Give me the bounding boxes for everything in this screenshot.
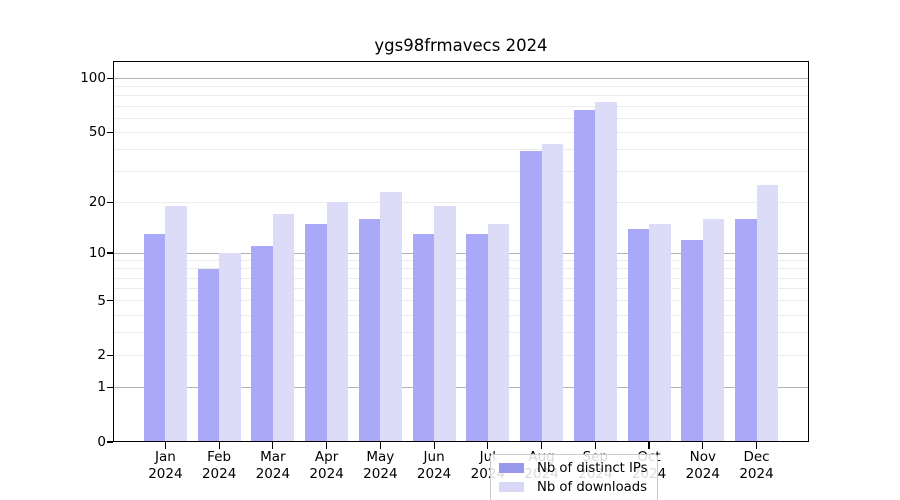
bar-downloads-dec — [756, 185, 779, 442]
x-tick-label-dec: Dec 2024 — [725, 449, 789, 483]
bar-distinct-ips-apr — [305, 223, 327, 442]
gridline-1 — [113, 386, 809, 388]
y-tick-label-2: 2 — [97, 347, 106, 364]
x-tick-label-jan: Jan 2024 — [133, 449, 197, 483]
x-tickmark-sep — [594, 442, 596, 449]
x-tickmark-dec — [755, 442, 758, 449]
x-tick-year-mar: 2024 — [255, 466, 291, 482]
bar-distinct-ips-mar — [251, 246, 273, 442]
x-tick-label-nov: Nov 2024 — [671, 449, 735, 483]
bar-downloads-nov — [702, 218, 725, 442]
x-tick-label-feb: Feb 2024 — [187, 449, 251, 483]
x-tickmark-mar — [272, 442, 274, 449]
y-tick-label-100: 100 — [80, 70, 106, 87]
gridline-7 — [113, 277, 809, 279]
x-tick-year-jun: 2024 — [416, 466, 452, 482]
y-tick-label-5: 5 — [97, 292, 106, 309]
bar-distinct-ips-aug — [520, 151, 542, 442]
gridline-20 — [113, 201, 809, 203]
y-tick-label-1: 1 — [97, 379, 106, 396]
y-tickmark-10 — [106, 252, 113, 254]
x-tick-year-jan: 2024 — [148, 466, 183, 482]
legend-label-distinct-ips: Nb of distinct IPs — [537, 460, 648, 476]
legend-item-downloads: Nb of downloads — [499, 479, 648, 495]
legend-item-distinct-ips: Nb of distinct IPs — [499, 460, 648, 476]
x-tickmark-aug — [540, 442, 543, 449]
gridline-3 — [113, 332, 809, 334]
y-tick-label-50: 50 — [88, 124, 106, 141]
bar-downloads-feb — [219, 253, 241, 442]
plot-area: Nb of distinct IPs Nb of downloads — [113, 61, 809, 500]
bar-downloads-jul — [487, 223, 510, 442]
bar-distinct-ips-feb — [197, 268, 220, 442]
legend: Nb of distinct IPs Nb of downloads — [490, 454, 658, 500]
x-tick-label-may: May 2024 — [348, 449, 412, 483]
x-tickmark-may — [379, 442, 381, 449]
y-tickmark-2 — [106, 354, 113, 357]
bar-downloads-jun — [434, 206, 456, 442]
bar-distinct-ips-sep — [573, 109, 596, 442]
bar-downloads-aug — [541, 143, 564, 442]
x-tickmark-feb — [218, 442, 220, 449]
legend-swatch-downloads — [499, 481, 524, 493]
bar-downloads-jan — [165, 206, 187, 442]
legend-swatch-distinct-ips — [499, 462, 524, 474]
x-tick-year-nov: 2024 — [685, 466, 720, 482]
bar-distinct-ips-dec — [735, 218, 757, 442]
gridline-80 — [113, 95, 809, 97]
bar-downloads-may — [380, 191, 402, 442]
x-tickmark-jul — [487, 442, 489, 449]
y-tick-label-0: 0 — [97, 434, 106, 450]
y-tickmark-0 — [106, 441, 113, 443]
x-tick-label-apr: Apr 2024 — [295, 449, 359, 483]
bar-distinct-ips-oct — [627, 228, 650, 442]
x-tick-year-dec: 2024 — [739, 466, 774, 482]
gridline-100 — [113, 77, 809, 79]
gridline-30 — [113, 170, 809, 172]
gridline-10 — [113, 252, 809, 254]
gridline-40 — [113, 148, 809, 150]
x-tick-label-jun: Jun 2024 — [402, 449, 466, 483]
x-tickmark-jun — [433, 442, 435, 449]
gridline-8 — [113, 268, 809, 270]
gridline-4 — [113, 314, 809, 316]
y-tickmark-100 — [106, 77, 113, 79]
bar-distinct-ips-may — [358, 218, 381, 442]
y-tick-label-20: 20 — [88, 194, 106, 211]
x-tickmark-nov — [702, 442, 704, 449]
bar-distinct-ips-nov — [681, 239, 703, 442]
gridline-60 — [113, 117, 809, 119]
x-tickmark-oct — [648, 442, 650, 449]
bar-downloads-mar — [272, 214, 295, 442]
bar-distinct-ips-jan — [143, 234, 166, 442]
gridline-6 — [113, 288, 809, 290]
x-tick-year-feb: 2024 — [201, 466, 237, 482]
bar-distinct-ips-jul — [466, 234, 488, 442]
bar-downloads-apr — [326, 202, 349, 442]
x-tickmark-jan — [164, 442, 166, 449]
chart-title: ygs98frmavecs 2024 — [374, 36, 548, 55]
gridline-70 — [113, 105, 809, 107]
x-tick-year-may: 2024 — [363, 466, 398, 482]
y-tickmark-20 — [106, 201, 113, 203]
x-tick-label-mar: Mar 2024 — [241, 449, 305, 483]
y-tickmark-5 — [106, 300, 113, 302]
bar-downloads-oct — [649, 223, 671, 442]
gridline-2 — [113, 354, 809, 356]
y-tickmark-50 — [106, 131, 113, 133]
y-tickmark-1 — [106, 386, 113, 388]
bar-downloads-sep — [595, 101, 617, 442]
gridline-50 — [113, 131, 809, 133]
y-tick-label-10: 10 — [88, 245, 106, 262]
bar-distinct-ips-jun — [412, 234, 435, 442]
gridline-90 — [113, 86, 809, 88]
gridline-9 — [113, 260, 809, 262]
legend-label-downloads: Nb of downloads — [537, 479, 647, 495]
gridline-5 — [113, 300, 809, 302]
x-tick-year-apr: 2024 — [309, 466, 344, 482]
x-tickmark-apr — [326, 442, 328, 449]
